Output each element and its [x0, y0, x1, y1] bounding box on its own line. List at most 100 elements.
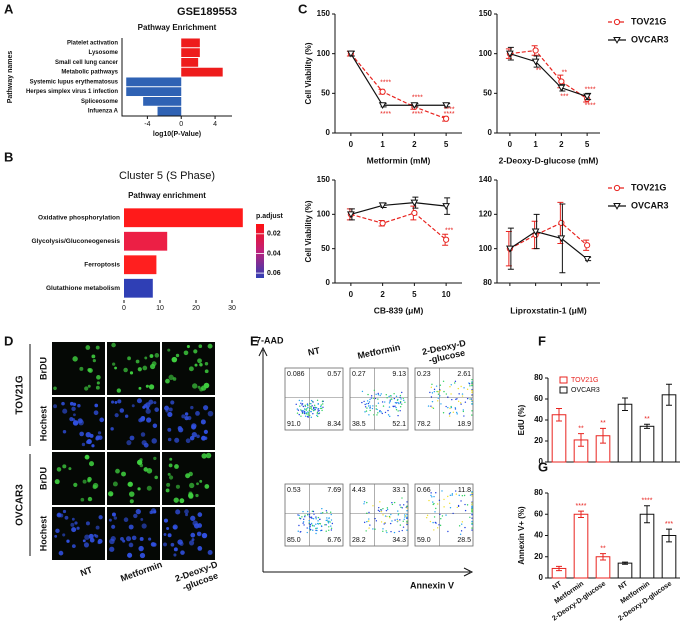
nucleus [148, 384, 155, 390]
nucleus [108, 518, 112, 522]
event-dot [458, 494, 460, 497]
nucleus [57, 513, 61, 517]
event-dot [382, 405, 385, 407]
nucleus [123, 367, 128, 373]
nucleus [169, 457, 173, 461]
x-tick-label: NT [618, 580, 630, 592]
event-dot [366, 512, 368, 514]
event-dot [442, 380, 445, 382]
nucleus [190, 515, 196, 521]
y-tick-label: 0 [326, 128, 331, 137]
event-dot [457, 504, 460, 507]
event-dot [308, 409, 311, 412]
legend-label: OVCAR3 [631, 200, 669, 210]
nucleus [97, 431, 102, 435]
y-axis-title: Annexin V+ (%) [517, 506, 526, 565]
column-label: NT [307, 345, 321, 357]
event-dot [388, 406, 391, 408]
event-dot [368, 511, 370, 514]
event-dot [460, 385, 462, 388]
series-line [509, 49, 588, 100]
nucleus [85, 440, 90, 444]
event-dot [328, 520, 330, 522]
event-dot [398, 513, 400, 515]
event-dot [438, 524, 440, 526]
event-dot [374, 528, 376, 530]
nucleus [180, 550, 185, 555]
event-dot [304, 412, 306, 415]
y-tick-label: 80 [534, 488, 543, 497]
y-tick-label: 80 [483, 278, 492, 287]
event-dot [471, 414, 473, 416]
nucleus [149, 354, 154, 358]
event-dot [406, 510, 408, 512]
series-line [350, 212, 447, 241]
nucleus [195, 411, 200, 416]
y-tick-label: 0 [326, 278, 331, 287]
nucleus [96, 381, 100, 385]
event-dot [313, 525, 316, 527]
nucleus [151, 438, 157, 444]
event-dot [315, 527, 317, 530]
nucleus [123, 517, 129, 522]
nucleus [145, 408, 151, 414]
axis-frame [121, 38, 232, 117]
event-dot [400, 398, 402, 400]
event-dot [373, 389, 376, 392]
event-dot [394, 402, 397, 404]
nucleus [73, 413, 76, 417]
event-dot [325, 524, 327, 526]
y-tick-label: 120 [479, 209, 493, 218]
event-dot [296, 412, 299, 414]
point [443, 236, 450, 243]
event-dot [370, 395, 373, 397]
event-dot [399, 519, 401, 521]
event-dot [319, 522, 321, 525]
error-bar [600, 427, 606, 444]
nucleus [112, 362, 116, 366]
event-dot [315, 516, 317, 518]
event-dot [466, 388, 469, 391]
event-dot [471, 527, 473, 529]
nucleus [191, 424, 197, 430]
event-dot [462, 410, 465, 413]
point [506, 50, 514, 58]
nucleus [168, 463, 173, 468]
event-dot [454, 408, 457, 410]
event-dot [367, 402, 370, 405]
nucleus [170, 400, 175, 405]
error-bar [578, 510, 584, 518]
event-dot [469, 398, 471, 400]
nucleus [203, 436, 208, 440]
event-dot [305, 413, 308, 415]
event-dot [330, 519, 333, 521]
nucleus [174, 437, 180, 443]
event-dot [361, 390, 364, 393]
nucleus [201, 532, 208, 539]
event-dot [306, 403, 309, 406]
nucleus [107, 491, 114, 497]
category-label: Glycolysis/Gluconeogenesis [31, 238, 120, 245]
event-dot [435, 492, 437, 494]
event-dot [382, 530, 384, 533]
event-dot [432, 501, 434, 503]
nucleus [69, 401, 74, 406]
event-dot [302, 409, 304, 412]
event-dot [392, 405, 395, 408]
x-tick-label: 1 [533, 140, 538, 149]
nucleus [73, 482, 78, 487]
nucleus [173, 547, 178, 552]
nucleus [196, 482, 199, 486]
event-dot [460, 403, 462, 405]
event-dot [312, 401, 314, 403]
event-dot [452, 512, 454, 515]
nucleus [116, 388, 122, 393]
event-dot [316, 415, 319, 418]
nucleus [97, 538, 103, 544]
event-dot [329, 521, 331, 523]
chart-subtitle: Pathway Enrichment [138, 23, 217, 32]
event-dot [390, 398, 392, 400]
panel-letter: A [4, 1, 14, 16]
nucleus [87, 476, 92, 482]
event-dot [401, 403, 403, 405]
